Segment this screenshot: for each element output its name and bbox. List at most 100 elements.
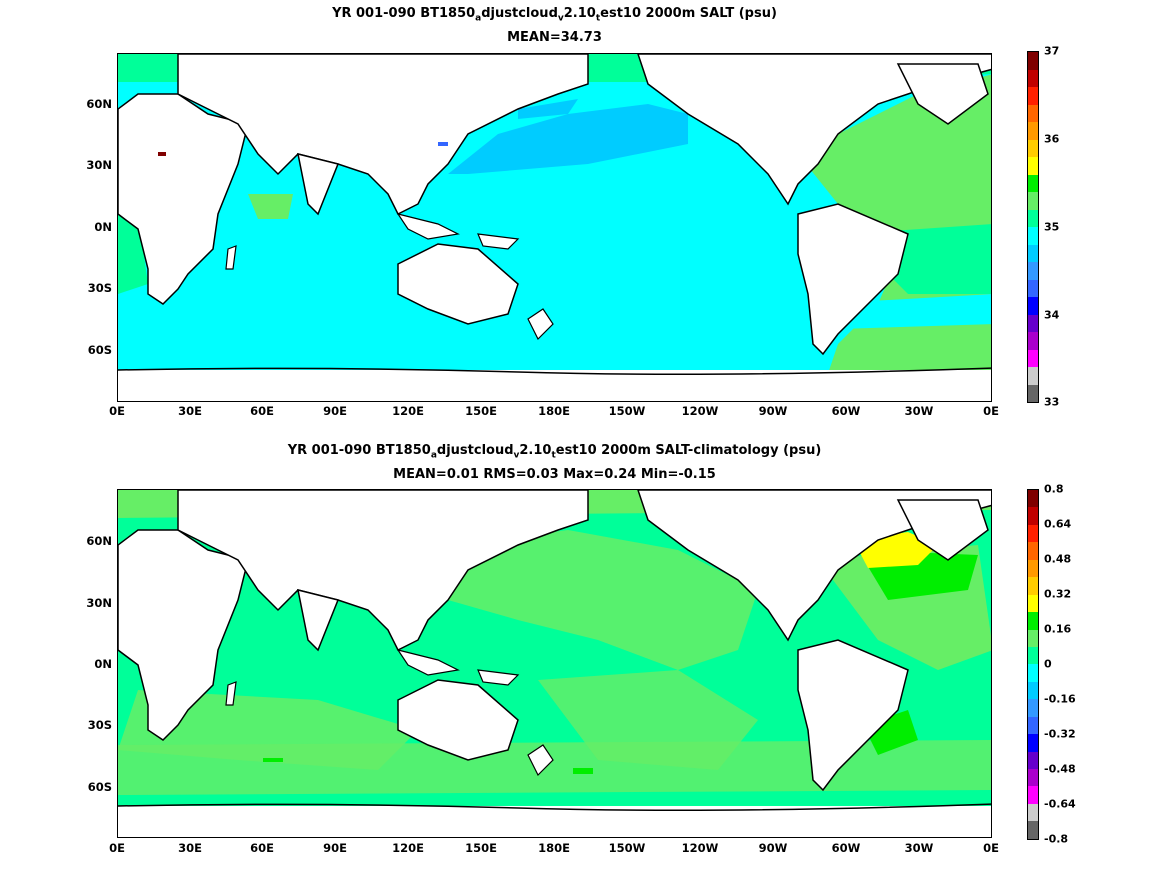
colorbar-segment: [1028, 174, 1038, 192]
panel1-map: [117, 53, 992, 402]
x-tick: 180E: [538, 404, 570, 418]
colorbar-segment: [1028, 52, 1038, 70]
x-tick: 60W: [831, 841, 861, 855]
colorbar-label: -0.16: [1044, 692, 1076, 706]
y-tick: 30N: [86, 158, 112, 172]
colorbar-segment: [1028, 699, 1038, 717]
new-guinea: [477, 233, 520, 250]
colorbar-label: 34: [1044, 308, 1060, 322]
colorbar-segment: [1028, 821, 1038, 839]
x-tick: 150E: [465, 404, 497, 418]
indonesia-islands: [396, 649, 460, 676]
africa-landmass: [118, 529, 249, 741]
colorbar-segment: [1028, 507, 1038, 525]
colorbar-segment: [1028, 524, 1038, 543]
colorbar-segment: [1028, 594, 1038, 613]
x-tick: 150W: [608, 841, 646, 855]
colorbar-segment: [1028, 646, 1038, 665]
north-america-landmass: [637, 490, 991, 642]
y-tick: 30N: [86, 596, 112, 610]
x-tick: 60E: [250, 841, 274, 855]
madagascar: [225, 245, 237, 270]
colorbar-segment: [1028, 629, 1038, 647]
panel1-colorbar: [1027, 51, 1039, 403]
colorbar-segment: [1028, 664, 1038, 682]
mediterranean-salt: [158, 152, 166, 156]
y-tick: 60N: [86, 97, 112, 111]
salt-map-svg: [118, 54, 991, 401]
colorbar-segment: [1028, 139, 1038, 157]
y-tick: 0N: [94, 220, 112, 234]
panel2-map: [117, 489, 992, 838]
colorbar-label: 33: [1044, 395, 1060, 409]
india-landmass: [297, 152, 340, 216]
x-tick: 90E: [323, 841, 347, 855]
colorbar-segment: [1028, 490, 1038, 508]
colorbar-segment: [1028, 384, 1038, 402]
south-pacific-positive-anomaly: [538, 670, 758, 770]
x-tick: 120E: [392, 841, 424, 855]
madagascar: [225, 681, 237, 706]
x-tick: 120E: [392, 404, 424, 418]
x-tick: 60E: [250, 404, 274, 418]
australia-landmass: [397, 679, 519, 761]
north-america-landmass: [637, 54, 991, 206]
colorbar-segment: [1028, 367, 1038, 385]
colorbar-segment: [1028, 122, 1038, 140]
y-tick: 60S: [87, 343, 112, 357]
panel1-map-frame: [117, 53, 992, 402]
panel2-stats: MEAN=0.01 RMS=0.03 Max=0.24 Min=-0.15: [393, 467, 716, 482]
panel2-map-frame: [117, 489, 992, 838]
colorbar-label: 0.48: [1044, 552, 1072, 566]
new-zealand: [527, 308, 554, 341]
north-pacific-fresh-water-2: [518, 99, 578, 119]
x-tick: 90W: [758, 841, 788, 855]
x-tick: 90E: [323, 404, 347, 418]
colorbar-segment: [1028, 192, 1038, 210]
panel2-colorbar: [1027, 489, 1039, 840]
greenland-landmass: [896, 63, 989, 125]
india-landmass: [297, 588, 340, 652]
colorbar-segment: [1028, 559, 1038, 578]
new-zealand: [527, 744, 554, 777]
pacific-positive-anomaly: [418, 530, 758, 670]
colorbar-segment: [1028, 786, 1038, 804]
indonesia-islands: [396, 213, 460, 240]
colorbar-segment: [1028, 734, 1038, 752]
australia-landmass: [397, 243, 519, 325]
colorbar-segment: [1028, 87, 1038, 105]
colorbar-label: 0.64: [1044, 517, 1072, 531]
colorbar-label: -0.48: [1044, 762, 1076, 776]
colorbar-label: 37: [1044, 44, 1060, 58]
panel1-title: YR 001-090 BT1850adjustcloudv2.10test10 …: [332, 6, 777, 24]
colorbar-segment: [1028, 612, 1038, 630]
antarctica: [118, 370, 991, 401]
antarctica: [118, 806, 991, 837]
south-america-landmass: [797, 203, 909, 356]
colorbar-segment: [1028, 69, 1038, 87]
colorbar-label: 0.32: [1044, 587, 1072, 601]
colorbar-segment: [1028, 803, 1038, 822]
x-tick: 90W: [758, 404, 788, 418]
colorbar-segment: [1028, 769, 1038, 787]
x-tick: 0E: [109, 841, 125, 855]
south-america-landmass: [797, 639, 909, 792]
colorbar-label: -0.64: [1044, 797, 1076, 811]
colorbar-segment: [1028, 297, 1038, 315]
x-tick: 150W: [608, 404, 646, 418]
colorbar-label: -0.32: [1044, 727, 1076, 741]
antarctic-coast: [118, 803, 991, 811]
arabian-sea-salt: [248, 194, 293, 219]
x-tick: 30E: [178, 404, 202, 418]
y-tick: 0N: [94, 657, 112, 671]
japan-sea-fresh: [438, 142, 448, 146]
southern-pacific-spot: [573, 768, 593, 774]
new-guinea: [477, 669, 520, 686]
colorbar-segment: [1028, 332, 1038, 350]
antarctic-coast: [118, 367, 991, 375]
africa-landmass: [118, 93, 249, 305]
colorbar-segment: [1028, 262, 1038, 280]
colorbar-label: 0: [1044, 657, 1052, 671]
x-tick: 120W: [681, 404, 719, 418]
colorbar-segment: [1028, 104, 1038, 122]
